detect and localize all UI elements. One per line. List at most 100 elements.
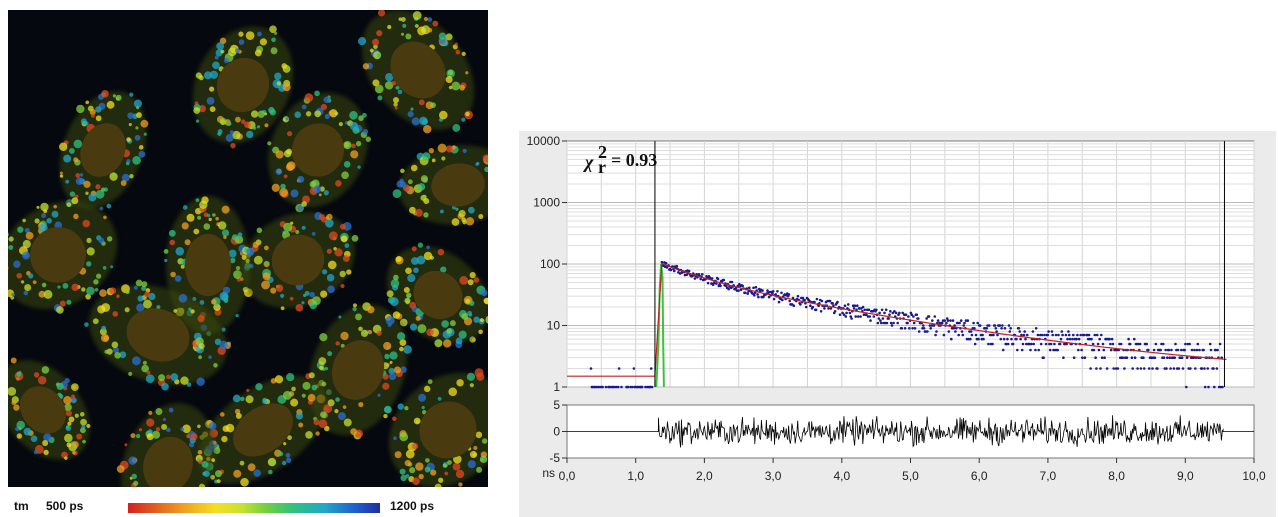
data-point bbox=[1080, 348, 1083, 352]
data-point bbox=[991, 342, 994, 346]
data-point bbox=[673, 269, 676, 273]
mitochondria-dot bbox=[203, 71, 212, 80]
data-point bbox=[746, 292, 749, 295]
mitochondria-dot bbox=[92, 318, 99, 325]
mitochondria-dot bbox=[405, 267, 412, 275]
mitochondria-dot bbox=[335, 341, 340, 346]
data-point bbox=[687, 269, 691, 273]
mitochondria-dot bbox=[267, 141, 272, 146]
mitochondria-dot bbox=[133, 285, 138, 290]
mitochondria-dot bbox=[59, 300, 66, 307]
mitochondria-dot bbox=[427, 17, 433, 22]
data-point bbox=[1007, 324, 1011, 327]
data-point bbox=[756, 293, 759, 296]
mitochondria-dot bbox=[407, 273, 416, 283]
mitochondria-dot bbox=[68, 416, 75, 423]
mitochondria-dot bbox=[24, 284, 32, 292]
mitochondria-dot bbox=[409, 467, 416, 474]
mitochondria-dot bbox=[327, 351, 333, 357]
mitochondria-dot bbox=[323, 404, 333, 414]
mitochondria-dot bbox=[138, 150, 146, 158]
data-point bbox=[1025, 333, 1029, 337]
mitochondria-dot bbox=[119, 351, 127, 359]
mitochondria-dot bbox=[399, 181, 407, 188]
mitochondria-dot bbox=[340, 343, 345, 348]
data-point bbox=[1009, 327, 1012, 330]
mitochondria-dot bbox=[64, 456, 68, 460]
mitochondria-dot bbox=[127, 112, 134, 119]
mitochondria-dot bbox=[238, 31, 244, 37]
data-point bbox=[1195, 348, 1199, 352]
mitochondria-dot bbox=[37, 376, 47, 385]
grid bbox=[566, 141, 1255, 388]
mitochondria-dot bbox=[36, 205, 40, 209]
mitochondria-dot bbox=[377, 95, 383, 101]
mitochondria-dot bbox=[480, 289, 488, 297]
mitochondria-dot bbox=[32, 280, 37, 285]
data-point bbox=[970, 333, 974, 337]
chi-value: = 0.93 bbox=[611, 150, 657, 170]
data-point bbox=[777, 300, 781, 304]
mitochondria-dot bbox=[215, 216, 219, 221]
data-point bbox=[1190, 348, 1194, 352]
mitochondria-dot bbox=[206, 96, 215, 105]
mitochondria-dot bbox=[228, 47, 237, 57]
mitochondria-dot bbox=[318, 193, 322, 197]
data-point bbox=[985, 327, 989, 330]
mitochondria-dot bbox=[247, 463, 256, 472]
mitochondria-dot bbox=[85, 100, 90, 105]
data-point bbox=[954, 330, 957, 333]
mitochondria-dot bbox=[43, 209, 48, 214]
mitochondria-dot bbox=[409, 323, 418, 331]
data-point bbox=[987, 342, 990, 346]
mitochondria-dot bbox=[287, 435, 292, 441]
data-point bbox=[1198, 348, 1201, 352]
mitochondria-dot bbox=[71, 384, 77, 390]
mitochondria-dot bbox=[465, 111, 470, 117]
mitochondria-dot bbox=[141, 364, 149, 373]
data-point bbox=[1066, 337, 1069, 341]
data-point bbox=[813, 300, 816, 304]
mitochondria-dot bbox=[198, 459, 203, 464]
data-point bbox=[1105, 367, 1109, 370]
data-point bbox=[852, 307, 856, 310]
mitochondria-dot bbox=[132, 356, 141, 366]
data-point bbox=[601, 385, 604, 389]
data-point bbox=[1142, 367, 1146, 370]
mitochondria-dot bbox=[95, 189, 105, 199]
mitochondria-dot bbox=[294, 111, 302, 119]
mitochondria-dot bbox=[275, 168, 283, 176]
chi-square-annotation: χ 2r = 0.93 bbox=[582, 142, 657, 177]
mitochondria-dot bbox=[471, 338, 476, 342]
chi-superscript: 2 bbox=[598, 142, 607, 162]
mitochondria-dot bbox=[257, 110, 265, 118]
mitochondria-dot bbox=[246, 388, 250, 393]
mitochondria-dot bbox=[385, 72, 394, 82]
data-point bbox=[1181, 367, 1185, 370]
data-point bbox=[1145, 342, 1148, 346]
mitochondria-dot bbox=[355, 140, 362, 147]
data-point bbox=[915, 313, 918, 316]
data-point bbox=[861, 305, 865, 309]
mitochondria-dot bbox=[435, 340, 439, 344]
decay-chart: 1 10 100 1000 10000 5 0 -5 0,0 1,0 2,0 3,0 4,0 5,0 6,0… bbox=[527, 134, 1266, 483]
mitochondria-dot bbox=[69, 191, 76, 197]
mitochondria-dot bbox=[425, 458, 430, 463]
mitochondria-dot bbox=[395, 85, 400, 90]
nucleus bbox=[80, 123, 126, 177]
mitochondria-dot bbox=[311, 231, 316, 236]
mitochondria-dot bbox=[208, 217, 212, 222]
mitochondria-dot bbox=[91, 113, 95, 118]
mitochondria-dot bbox=[389, 297, 399, 307]
mitochondria-dot bbox=[213, 303, 221, 312]
cell bbox=[267, 90, 371, 213]
mitochondria-dot bbox=[197, 315, 205, 323]
mitochondria-dot bbox=[420, 175, 428, 183]
mitochondria-dot bbox=[484, 166, 488, 173]
data-point bbox=[1064, 333, 1068, 337]
mitochondria-dot bbox=[394, 106, 398, 110]
mitochondria-dot bbox=[428, 147, 435, 154]
mitochondria-dot bbox=[423, 125, 432, 134]
mitochondria-dot bbox=[473, 277, 480, 283]
mitochondria-dot bbox=[392, 416, 397, 422]
